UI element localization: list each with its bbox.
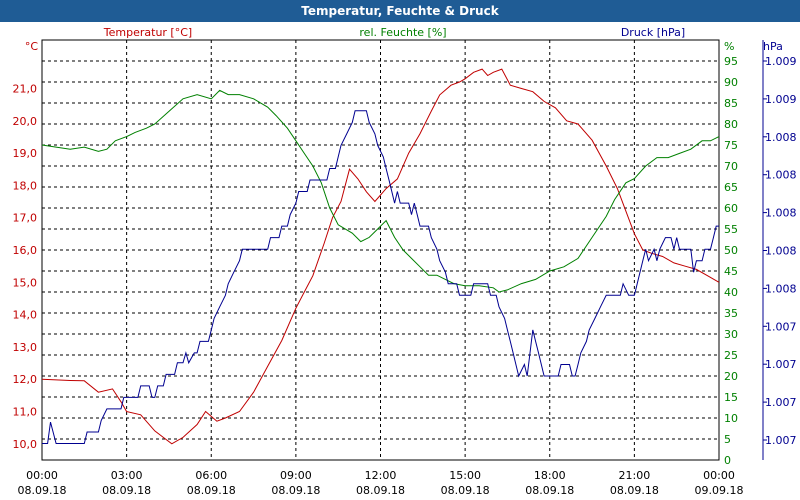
- x-tick-date: 08.09.18: [18, 484, 67, 497]
- series: [41, 68, 720, 445]
- temperature-series-line: [41, 68, 720, 445]
- x-tick-date: 08.09.18: [356, 484, 405, 497]
- x-tick-time: 00:00: [26, 469, 58, 482]
- humidity-tick-label: 30: [724, 328, 738, 341]
- x-tick-time: 03:00: [111, 469, 143, 482]
- pressure-tick-label: 1.009: [765, 93, 797, 106]
- humidity-tick-label: 85: [724, 97, 738, 110]
- humidity-tick-label: 90: [724, 76, 738, 89]
- temperature-tick-label: 10,0: [13, 438, 38, 451]
- humidity-tick-label: 15: [724, 391, 738, 404]
- humidity-tick-label: 55: [724, 223, 738, 236]
- window-title: Temperatur, Feuchte & Druck: [0, 0, 800, 22]
- humidity-tick-label: 65: [724, 181, 738, 194]
- temperature-tick-label: 20,0: [13, 115, 38, 128]
- temperature-tick-label: 12,0: [13, 373, 38, 386]
- humidity-tick-label: 10: [724, 412, 738, 425]
- x-tick-date: 08.09.18: [525, 484, 574, 497]
- x-tick-date: 08.09.18: [102, 484, 151, 497]
- plot-frame: [41, 39, 720, 461]
- x-tick-time: 21:00: [619, 469, 651, 482]
- pressure-tick-label: 1.008: [765, 131, 797, 144]
- humidity-tick-label: 60: [724, 202, 738, 215]
- pressure-tick-label: 1.009: [765, 55, 797, 68]
- x-tick-time: 18:00: [534, 469, 566, 482]
- humidity-ticks: 0 5 10 15 20 25 30 35 40 45 50 55 60 65 70 75 80 85 90 95: [724, 55, 738, 467]
- pressure-axis-title: Druck [hPa]: [621, 26, 685, 39]
- x-tick-time: 12:00: [365, 469, 397, 482]
- x-ticks: 00:00 08.09.18 03:00 08.09.18 06:00 08.09.18 0…: [18, 469, 744, 497]
- x-tick-date: 08.09.18: [441, 484, 490, 497]
- temperature-tick-label: 18,0: [13, 179, 38, 192]
- temperature-axis-title: Temperatur [°C]: [103, 26, 192, 39]
- humidity-tick-label: 80: [724, 118, 738, 131]
- pressure-tick-label: 1.008: [765, 282, 797, 295]
- humidity-tick-label: 70: [724, 160, 738, 173]
- temperature-tick-label: 15,0: [13, 276, 38, 289]
- humidity-tick-label: 95: [724, 55, 738, 68]
- humidity-tick-label: 20: [724, 370, 738, 383]
- pressure-tick-label: 1.007: [765, 434, 797, 447]
- x-tick-date: 08.09.18: [610, 484, 659, 497]
- pressure-series-line: [42, 110, 719, 444]
- x-tick-date: 08.09.18: [187, 484, 236, 497]
- temperature-tick-label: 21,0: [13, 82, 38, 95]
- x-tick-date: 08.09.18: [271, 484, 320, 497]
- x-tick-time: 06:00: [195, 469, 227, 482]
- humidity-tick-label: 45: [724, 265, 738, 278]
- pressure-tick-label: 1.007: [765, 320, 797, 333]
- pressure-tick-label: 1.008: [765, 245, 797, 258]
- humidity-tick-label: 40: [724, 286, 738, 299]
- temperature-ticks: 10,0 11,0 12,0 13,0 14,0 15,0 16,0 17,0 18,0 19,0…: [13, 82, 38, 450]
- humidity-tick-label: 0: [724, 454, 731, 467]
- grid: [42, 40, 719, 460]
- pressure-tick-label: 1.008: [765, 207, 797, 220]
- humidity-axis-title: rel. Feuchte [%]: [359, 26, 446, 39]
- humidity-tick-label: 25: [724, 349, 738, 362]
- pressure-unit: hPa: [763, 40, 783, 53]
- x-tick-time: 00:00: [703, 469, 735, 482]
- temperature-tick-label: 16,0: [13, 244, 38, 257]
- humidity-series-line: [41, 89, 720, 293]
- x-tick-date: 09.09.18: [695, 484, 744, 497]
- pressure-tick-label: 1.007: [765, 358, 797, 371]
- humidity-tick-label: 5: [724, 433, 731, 446]
- temperature-tick-label: 11,0: [13, 406, 38, 419]
- pressure-tick-label: 1.007: [765, 396, 797, 409]
- temperature-tick-label: 13,0: [13, 341, 38, 354]
- humidity-unit: %: [724, 40, 734, 53]
- pressure-tick-label: 1.008: [765, 169, 797, 182]
- temperature-unit: °C: [25, 40, 39, 53]
- x-tick-time: 15:00: [449, 469, 481, 482]
- humidity-tick-label: 75: [724, 139, 738, 152]
- temperature-tick-label: 14,0: [13, 309, 38, 322]
- temperature-tick-label: 19,0: [13, 147, 38, 160]
- humidity-tick-label: 50: [724, 244, 738, 257]
- x-tick-time: 09:00: [280, 469, 312, 482]
- humidity-tick-label: 35: [724, 307, 738, 320]
- pressure-ticks: 1.007 1.007 1.007 1.007 1.008 1.008 1.008 1.008…: [763, 55, 797, 447]
- temperature-tick-label: 17,0: [13, 212, 38, 225]
